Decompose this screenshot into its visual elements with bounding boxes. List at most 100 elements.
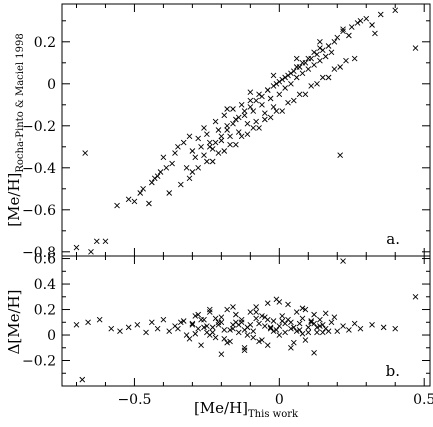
data-point (319, 74, 326, 81)
data-point (296, 320, 303, 327)
data-point (201, 125, 207, 131)
data-point (256, 125, 262, 131)
data-point (186, 175, 193, 182)
data-point (218, 319, 225, 326)
panel-a-ylabel-main: [Me/H] (5, 173, 23, 227)
y-tick-label: 0.6 (34, 252, 56, 268)
data-point (143, 329, 149, 336)
data-point (241, 112, 248, 119)
data-point (267, 95, 274, 102)
data-point (244, 120, 251, 127)
data-point (238, 101, 245, 108)
data-point (311, 311, 317, 318)
data-point (206, 306, 213, 313)
data-point (247, 89, 254, 96)
data-point (212, 139, 219, 146)
data-point (235, 322, 242, 328)
panel-a-points (73, 7, 419, 255)
data-point (146, 200, 152, 207)
data-point (198, 143, 204, 150)
data-point (177, 319, 184, 326)
data-point (172, 150, 178, 156)
data-point (192, 154, 199, 161)
data-point (259, 93, 265, 100)
data-point (215, 150, 222, 156)
data-point (319, 47, 326, 54)
data-point (314, 329, 320, 336)
data-point (325, 43, 332, 49)
data-point (267, 114, 274, 121)
data-point (262, 323, 268, 329)
data-point (357, 325, 364, 332)
data-point (314, 324, 320, 331)
data-point (412, 293, 419, 300)
data-point (201, 324, 207, 331)
data-point (206, 143, 213, 150)
data-point (224, 106, 230, 112)
data-point (189, 148, 196, 154)
data-point (227, 338, 233, 345)
data-point (264, 300, 271, 306)
data-point (221, 327, 228, 333)
data-point (279, 318, 286, 324)
data-point (308, 318, 315, 324)
data-point (209, 324, 216, 331)
data-point (247, 309, 254, 315)
data-point (186, 133, 193, 140)
data-point (276, 323, 283, 329)
data-point (331, 38, 338, 45)
data-point (288, 344, 294, 351)
data-point (137, 190, 144, 196)
data-point (331, 314, 338, 320)
data-point (354, 20, 361, 26)
panel-b: −0.5 0 0.5 −0.2 0 0.2 0.4 0.6 b. Δ[Me/H] [Me/H]… (5, 252, 433, 420)
y-tick-label: 0.2 (34, 35, 56, 51)
data-point (285, 316, 291, 323)
data-point (285, 99, 291, 106)
data-point (319, 329, 326, 336)
data-point (322, 310, 329, 317)
data-point (235, 129, 242, 135)
data-point (325, 328, 332, 335)
data-point (259, 313, 265, 319)
data-point (88, 248, 94, 255)
data-point (85, 319, 91, 326)
data-point (262, 110, 268, 117)
x-tick-label: 0.5 (413, 392, 433, 408)
data-point (279, 76, 286, 83)
data-point (218, 314, 225, 320)
data-point (201, 152, 207, 159)
data-point (253, 118, 259, 125)
data-point (192, 313, 199, 319)
panel-b-xlabel: [Me/H]This work (194, 399, 299, 420)
data-point (328, 49, 335, 56)
data-point (351, 55, 358, 62)
data-point (253, 304, 259, 310)
data-point (282, 74, 288, 81)
data-point (305, 329, 312, 336)
data-point (154, 325, 161, 332)
data-point (198, 342, 204, 349)
data-point (357, 17, 364, 24)
data-point (290, 68, 297, 75)
data-point (317, 38, 323, 45)
data-point (247, 97, 254, 104)
data-point (250, 328, 257, 335)
panel-b-label: b. (386, 362, 400, 380)
data-point (317, 45, 323, 51)
data-point (288, 70, 294, 77)
data-point (372, 30, 378, 37)
data-point (209, 158, 216, 165)
data-point (317, 323, 323, 329)
data-point (212, 334, 219, 341)
data-point (296, 91, 303, 98)
data-point (175, 143, 181, 150)
data-point (186, 336, 193, 342)
data-point (163, 164, 170, 171)
data-point (282, 85, 288, 91)
data-point (253, 315, 259, 322)
data-point (114, 202, 120, 209)
panel-a-frame (61, 3, 431, 257)
panel-b-xlabel-main: [Me/H] (194, 399, 248, 417)
data-point (270, 104, 277, 110)
